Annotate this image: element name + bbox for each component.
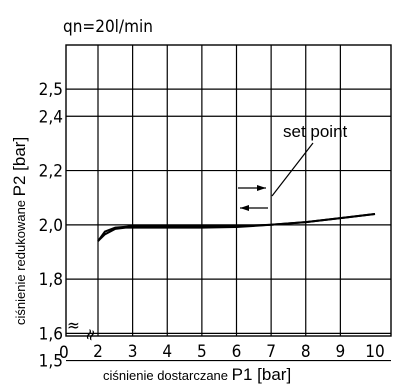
axis-break-y: ≈ bbox=[67, 316, 80, 336]
x-tick-label: 10 bbox=[365, 342, 384, 362]
grid bbox=[65, 44, 392, 362]
set-point-annotation: set point bbox=[283, 122, 348, 141]
x-tick-label: 4 bbox=[162, 342, 172, 362]
series-lines bbox=[97, 213, 376, 242]
y-tick-label: 1,8 bbox=[39, 270, 63, 290]
y-tick-label: 2,0 bbox=[39, 216, 63, 236]
x-tick-label: 7 bbox=[266, 342, 276, 362]
origin-label: 0 bbox=[59, 343, 69, 363]
x-tick-label: 5 bbox=[197, 342, 207, 362]
y-tick-label: 2,2 bbox=[39, 162, 63, 182]
x-axis-label: ciśnienie dostarczane P1 [bar] bbox=[103, 365, 291, 384]
y-tick-label: 2,4 bbox=[39, 107, 63, 127]
axis-break-x: ≈ bbox=[79, 325, 102, 344]
x-tick-label: 9 bbox=[336, 342, 346, 362]
chart-title: qn=20l/min bbox=[63, 17, 153, 37]
x-tick-label: 3 bbox=[128, 342, 138, 362]
x-tick-label: 6 bbox=[232, 342, 242, 362]
plot-frame bbox=[65, 44, 392, 337]
x-tick-label: 8 bbox=[301, 342, 311, 362]
x-tick-label: 2 bbox=[93, 342, 103, 362]
series-line bbox=[97, 213, 376, 242]
arrow-left bbox=[240, 205, 268, 211]
y-axis-label: ciśnienie redukowane P2 [bar] bbox=[10, 137, 29, 325]
annotation-leader-line bbox=[271, 142, 314, 197]
arrow-right bbox=[238, 185, 266, 191]
y-tick-label: 2,5 bbox=[39, 80, 63, 100]
y-tick-label: 1,6 bbox=[39, 324, 63, 344]
x-axis-ticks: 2 3 4 5 6 7 8 9 10 bbox=[93, 342, 385, 362]
y-tick-label: 1,5 bbox=[39, 352, 63, 372]
y-axis-ticks: 2,5 2,4 2,2 2,0 1,8 1,6 1,5 bbox=[39, 80, 63, 371]
